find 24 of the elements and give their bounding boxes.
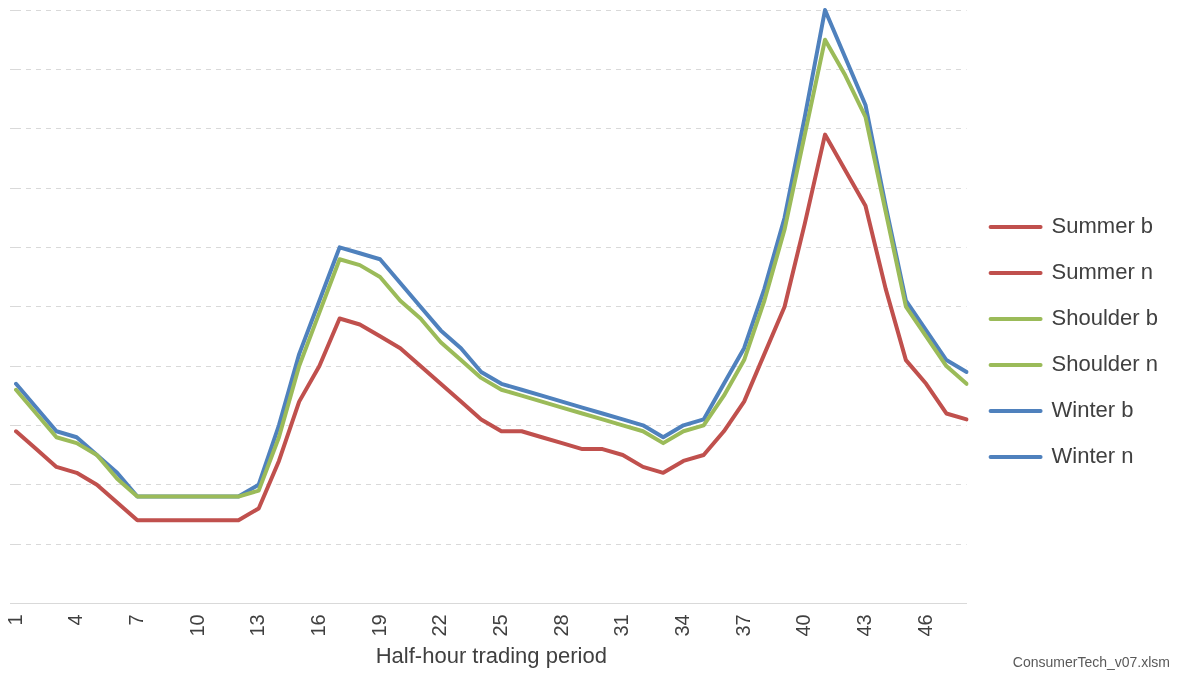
x-tick-label: 34 xyxy=(670,614,693,637)
x-tick-label: 31 xyxy=(610,614,633,637)
x-tick-label: 4 xyxy=(64,614,87,626)
legend-label: Winter b xyxy=(1051,397,1134,423)
x-tick-label: 1 xyxy=(3,614,26,626)
x-tick-label: 13 xyxy=(246,614,269,637)
legend-label: Summer b xyxy=(1051,213,1154,239)
legend-label: Shoulder b xyxy=(1051,305,1159,331)
x-tick-label: 40 xyxy=(792,614,815,637)
x-tick-label: 43 xyxy=(852,614,875,637)
x-tick-label: 7 xyxy=(124,614,147,626)
x-axis-title: Half-hour trading period xyxy=(375,642,607,668)
x-tick-label: 16 xyxy=(306,614,329,637)
x-tick-label: 25 xyxy=(488,614,511,637)
legend-label: Winter n xyxy=(1051,443,1134,469)
x-tick-label: 46 xyxy=(913,614,936,637)
x-tick-label: 37 xyxy=(731,614,754,637)
x-tick-label: 22 xyxy=(428,614,451,637)
legend-label: Summer n xyxy=(1051,259,1154,285)
legend-label: Shoulder n xyxy=(1051,351,1159,377)
x-tick-label: 28 xyxy=(549,614,572,637)
x-tick-label: 10 xyxy=(185,614,208,637)
text: ConsumerTech_v07.xlsm xyxy=(1012,654,1170,670)
x-tick-label: 19 xyxy=(367,614,390,637)
